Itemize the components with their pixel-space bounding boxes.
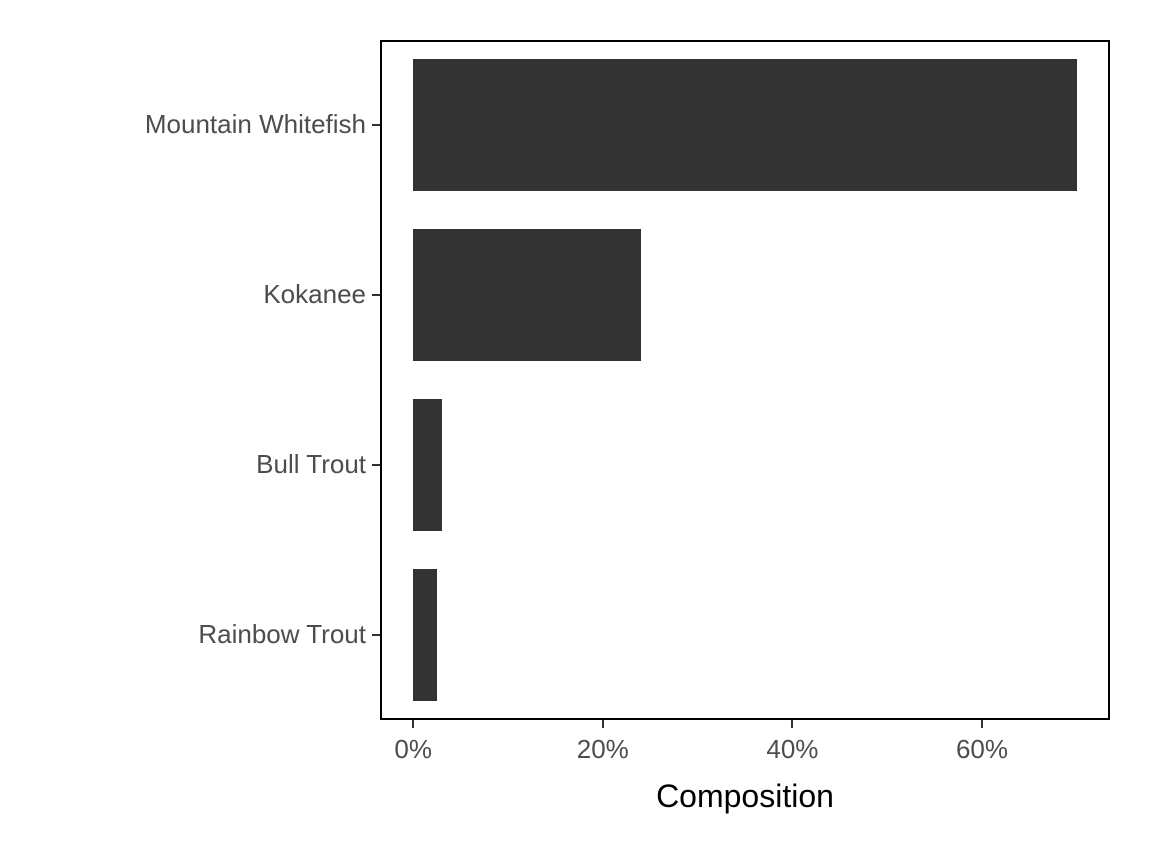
bar: [413, 229, 641, 362]
x-tick-mark: [602, 720, 604, 728]
x-tick-label: 20%: [577, 734, 629, 765]
y-tick-label: Rainbow Trout: [198, 619, 366, 650]
y-tick-label: Kokanee: [263, 279, 366, 310]
y-tick-label: Bull Trout: [256, 449, 366, 480]
y-tick-mark: [372, 464, 380, 466]
y-tick-mark: [372, 634, 380, 636]
bar: [413, 59, 1077, 192]
x-axis-title: Composition: [656, 778, 834, 815]
bar: [413, 399, 441, 532]
y-tick-label: Mountain Whitefish: [145, 109, 366, 140]
x-tick-mark: [412, 720, 414, 728]
y-tick-mark: [372, 124, 380, 126]
x-tick-mark: [981, 720, 983, 728]
x-tick-mark: [791, 720, 793, 728]
x-tick-label: 40%: [766, 734, 818, 765]
bar: [413, 569, 437, 702]
x-tick-label: 0%: [394, 734, 432, 765]
x-tick-label: 60%: [956, 734, 1008, 765]
y-tick-mark: [372, 294, 380, 296]
chart-container: Composition Mountain Whitefish Kokanee Bul…: [0, 0, 1152, 864]
